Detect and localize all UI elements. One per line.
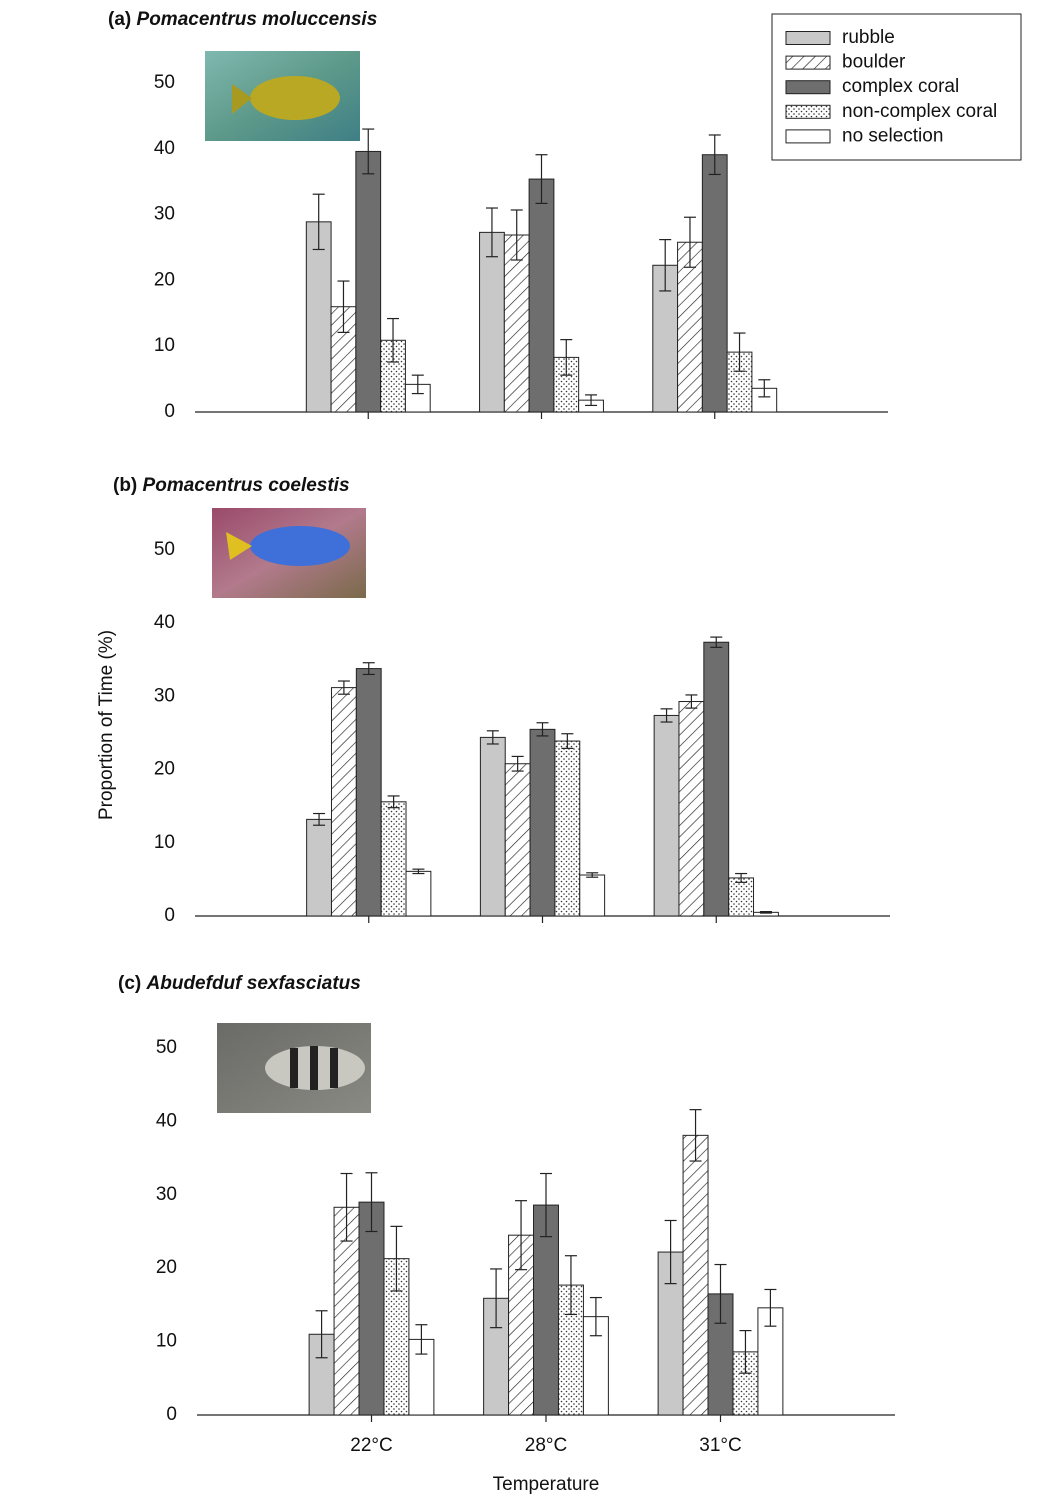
y-tick-label: 50 xyxy=(154,72,175,93)
x-tick-label: 22°C xyxy=(350,1435,392,1456)
y-tick-label: 50 xyxy=(154,539,175,560)
legend-swatch xyxy=(786,81,830,94)
chart-title: (b) Pomacentrus coelestis xyxy=(113,475,350,496)
y-tick-label: 10 xyxy=(156,1331,177,1352)
y-tick-label: 50 xyxy=(156,1037,177,1058)
species-name: Pomacentrus coelestis xyxy=(143,475,350,496)
x-tick-label: 31°C xyxy=(699,1435,741,1456)
y-tick-label: 0 xyxy=(164,905,175,926)
photo-a xyxy=(205,51,360,141)
bar xyxy=(555,741,580,916)
legend-swatch xyxy=(786,32,830,45)
y-tick-label: 0 xyxy=(164,401,175,422)
bar xyxy=(702,155,727,412)
bar xyxy=(683,1135,708,1415)
bar xyxy=(654,715,679,916)
bar xyxy=(381,802,406,916)
bar xyxy=(406,871,431,916)
y-tick-label: 40 xyxy=(154,138,175,159)
bar xyxy=(704,642,729,916)
bar xyxy=(505,764,530,916)
y-tick-label: 20 xyxy=(154,759,175,780)
legend-label: boulder xyxy=(842,52,906,73)
bar xyxy=(359,1202,384,1415)
y-tick-label: 0 xyxy=(166,1404,177,1425)
panel-label: (a) xyxy=(108,9,131,30)
y-tick-label: 40 xyxy=(154,612,175,633)
bar xyxy=(480,232,505,412)
bar xyxy=(530,729,555,916)
bar xyxy=(480,737,505,916)
species-name: Pomacentrus moluccensis xyxy=(137,9,378,30)
legend-label: no selection xyxy=(842,125,943,146)
y-tick-label: 30 xyxy=(154,685,175,706)
bar xyxy=(679,702,704,916)
bar xyxy=(529,179,554,412)
bar xyxy=(331,688,356,916)
bar xyxy=(729,878,754,916)
photo-b xyxy=(212,508,366,598)
y-tick-label: 20 xyxy=(156,1257,177,1278)
panel-label: (c) xyxy=(118,973,141,994)
y-tick-label: 10 xyxy=(154,832,175,853)
legend-label: rubble xyxy=(842,27,895,48)
bar xyxy=(504,235,529,412)
y-axis-label: Proportion of Time (%) xyxy=(96,630,117,820)
species-name: Abudefduf sexfasciatus xyxy=(146,973,361,994)
legend-swatch xyxy=(786,130,830,143)
y-tick-label: 10 xyxy=(154,335,175,356)
x-tick-label: 28°C xyxy=(525,1435,567,1456)
bar xyxy=(356,151,381,412)
bar xyxy=(580,875,605,916)
chart-title: (c) Abudefduf sexfasciatus xyxy=(118,973,361,994)
y-tick-label: 20 xyxy=(154,269,175,290)
bar xyxy=(306,222,331,412)
legend-label: non-complex coral xyxy=(842,101,997,122)
legend-swatch xyxy=(786,105,830,118)
legend-label: complex coral xyxy=(842,76,959,97)
photo-c xyxy=(217,1023,371,1113)
legend-swatch xyxy=(786,56,830,69)
chart-title: (a) Pomacentrus moluccensis xyxy=(108,9,377,30)
y-tick-label: 40 xyxy=(156,1110,177,1131)
bar xyxy=(307,819,332,916)
panel-label: (b) xyxy=(113,475,137,496)
x-axis-label: Temperature xyxy=(493,1474,600,1495)
y-tick-label: 30 xyxy=(156,1184,177,1205)
figure: (a) Pomacentrus moluccensis 0 10 20 30 40 50 ru… xyxy=(0,0,1057,1497)
y-tick-label: 30 xyxy=(154,204,175,225)
bar xyxy=(356,669,381,916)
